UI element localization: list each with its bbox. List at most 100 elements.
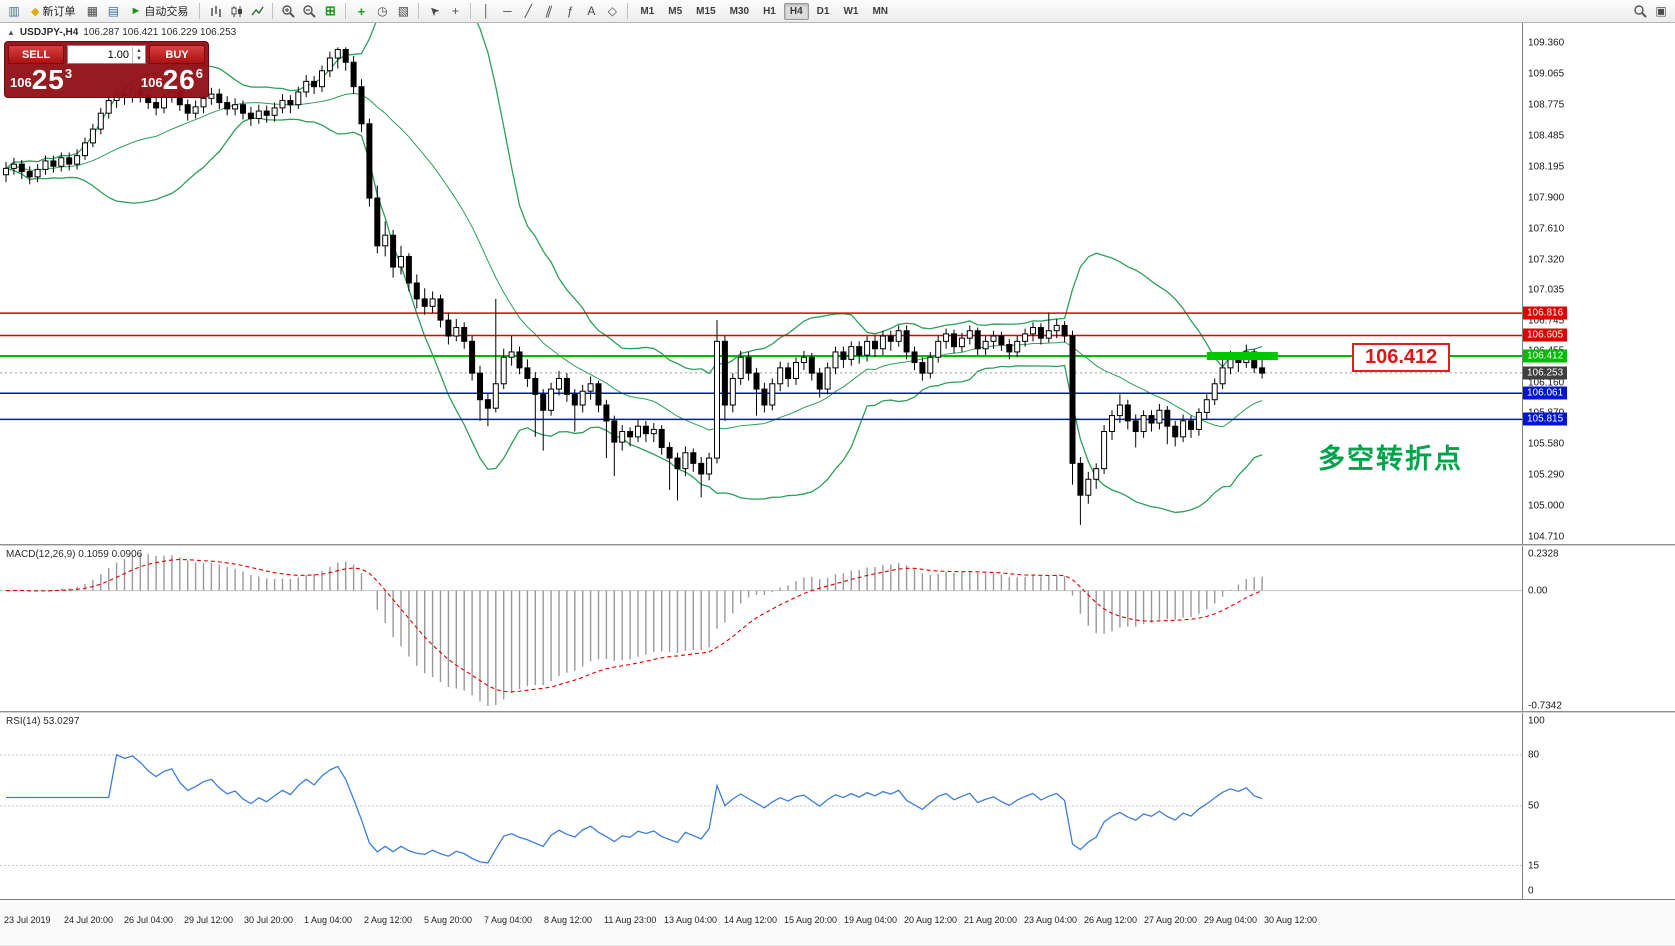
tile-windows-icon[interactable]: ⊞	[324, 3, 336, 18]
timeframe-button-m30[interactable]: M30	[729, 5, 750, 17]
time-axis-label: 5 Aug 20:00	[424, 915, 473, 925]
price-callout[interactable]: 106.412	[1352, 343, 1451, 372]
new-order-icon: ◆	[31, 5, 40, 18]
timeframe-button-m15[interactable]: M15	[696, 5, 716, 17]
shapes-tool-icon[interactable]: ◇	[607, 4, 617, 18]
time-axis-label: 30 Jul 20:00	[244, 915, 294, 925]
timeframe-button-m1[interactable]: M1	[640, 5, 655, 17]
price-axis[interactable]: 109.360 109.065 108.775 108.485 108.195 107.9…	[1522, 23, 1675, 544]
main-chart-canvas[interactable]	[0, 23, 1522, 544]
symbol-label: USDJPY-,H4	[19, 27, 79, 38]
time-axis-label: 19 Aug 04:00	[844, 915, 898, 925]
macd-axis-label: 0.00	[1528, 585, 1548, 597]
sell-price-sup: 3	[64, 66, 73, 81]
templates-icon[interactable]: ▧	[397, 4, 410, 18]
buy-price-main: 106	[140, 75, 163, 90]
price-axis-label: 107.035	[1528, 284, 1565, 296]
sell-price-main: 106	[10, 75, 32, 90]
time-axis-label: 13 Aug 04:00	[664, 915, 718, 925]
current-price-tag: 106.253	[1523, 366, 1568, 380]
rsi-canvas[interactable]	[0, 713, 1522, 899]
autotrading-button[interactable]: ► 自动交易	[124, 2, 194, 21]
price-axis-label: 109.065	[1528, 68, 1565, 80]
new-order-button[interactable]: ◆ 新订单	[25, 2, 81, 21]
horizontal-line-tool-icon[interactable]: ─	[503, 4, 512, 18]
panel-separator-2[interactable]	[0, 711, 1675, 713]
macd-axis-label: 0.2328	[1528, 548, 1559, 560]
price-axis-label: 107.610	[1528, 223, 1565, 235]
profiles-icon[interactable]: ▤	[107, 4, 120, 18]
price-axis-label: 104.710	[1528, 531, 1565, 543]
line-chart-type-icon[interactable]	[247, 2, 267, 21]
rsi-axis-label: 0	[1528, 885, 1534, 897]
volume-down-button[interactable]: ▼	[136, 55, 142, 62]
price-axis-label: 109.360	[1528, 37, 1565, 49]
time-axis[interactable]: 23 Jul 2019 24 Jul 20:00 26 Jul 04:00 29 Ju…	[0, 899, 1675, 945]
search-icon[interactable]	[1630, 2, 1650, 21]
rsi-axis[interactable]: 100 80 50 15 0	[1522, 713, 1675, 899]
timeframe-button-d1[interactable]: D1	[816, 5, 830, 17]
buy-price-big: 26	[162, 64, 196, 95]
time-axis-label: 7 Aug 04:00	[484, 915, 533, 925]
candlestick-type-icon[interactable]	[226, 2, 246, 21]
buy-price[interactable]: 106 26 6	[141, 65, 203, 94]
price-axis-label: 107.320	[1528, 254, 1565, 266]
bar-chart-type-icon[interactable]	[205, 2, 225, 21]
price-level-tag: 105.815	[1523, 412, 1568, 426]
toolbar-separator	[272, 3, 274, 19]
timeframe-button-h1[interactable]: H1	[763, 5, 776, 17]
timeframe-button-mn[interactable]: MN	[872, 5, 889, 17]
tick-direction-icon: ▲	[7, 28, 15, 37]
charts-grid-icon[interactable]: ▦	[86, 4, 99, 18]
buy-button[interactable]: BUY	[149, 45, 205, 64]
text-tool-icon[interactable]: A	[587, 4, 596, 18]
new-window-icon[interactable]: ▣	[1655, 4, 1667, 18]
toolbar-separator	[627, 3, 629, 19]
timeframe-button-m5[interactable]: M5	[668, 5, 683, 17]
terminal-icon[interactable]: ▥	[8, 4, 20, 18]
time-axis-label: 29 Jul 12:00	[184, 915, 234, 925]
vertical-line-tool-icon[interactable]: │	[482, 4, 491, 18]
rsi-panel: RSI(14) 53.0297 100 80 50 15 0	[0, 713, 1675, 899]
macd-canvas[interactable]	[0, 546, 1522, 711]
ohlc-values: 106.287 106.421 106.229 106.253	[83, 27, 237, 38]
sell-price[interactable]: 106 25 3	[10, 65, 72, 94]
price-level-tag: 106.816	[1523, 306, 1568, 320]
zoom-in-button[interactable]	[278, 2, 298, 21]
rsi-axis-label: 100	[1528, 715, 1545, 727]
macd-label: MACD(12,26,9) 0.1059 0.0906	[6, 549, 143, 560]
price-axis-label: 108.195	[1528, 161, 1565, 173]
zoom-out-button[interactable]	[299, 2, 319, 21]
macd-axis-label: -0.7342	[1528, 700, 1562, 712]
sell-price-big: 25	[31, 64, 65, 95]
annotation-text: 多空转折点	[1318, 444, 1463, 474]
periods-button[interactable]: ◷	[377, 4, 388, 18]
main-toolbar: ▥ ◆ 新订单 ▦ ▤ ► 自动交易 ⊞ + ◷ ▧	[0, 0, 1675, 23]
rsi-axis-label: 50	[1528, 800, 1540, 812]
chart-window: ▲ USDJPY-,H4 106.287 106.421 106.229 106…	[0, 23, 1675, 945]
time-axis-label: 11 Aug 23:00	[604, 915, 657, 925]
sell-button[interactable]: SELL	[8, 45, 64, 64]
macd-axis[interactable]: 0.2328 0.00 -0.7342	[1522, 546, 1675, 711]
time-axis-label: 27 Aug 20:00	[1144, 915, 1198, 925]
trendline-tool-icon[interactable]: ╱	[524, 4, 532, 18]
time-axis-label: 23 Aug 04:00	[1024, 915, 1078, 925]
volume-up-button[interactable]: ▲	[136, 47, 142, 54]
indicators-button[interactable]: +	[357, 3, 366, 19]
channel-tool-icon[interactable]: ∥	[544, 4, 555, 18]
crosshair-icon[interactable]: +	[451, 4, 459, 18]
panel-separator-1[interactable]	[0, 544, 1675, 546]
volume-input[interactable]	[68, 48, 132, 61]
time-axis-label: 30 Aug 12:00	[1264, 915, 1318, 925]
time-axis-label: 15 Aug 20:00	[784, 915, 838, 925]
price-axis-label: 108.775	[1528, 99, 1565, 111]
timeframe-button-w1[interactable]: W1	[843, 5, 859, 17]
macd-panel: MACD(12,26,9) 0.1059 0.0906 0.2328 0.00 -0…	[0, 546, 1675, 711]
toolbar-separator	[345, 3, 347, 19]
autotrading-play-icon: ►	[130, 5, 142, 17]
cursor-icon[interactable]: ➤	[425, 2, 443, 20]
fibonacci-tool-icon[interactable]: ƒ	[567, 4, 574, 18]
rsi-label: RSI(14) 53.0297	[6, 716, 80, 727]
timeframe-button-h4[interactable]: H4	[783, 2, 809, 20]
